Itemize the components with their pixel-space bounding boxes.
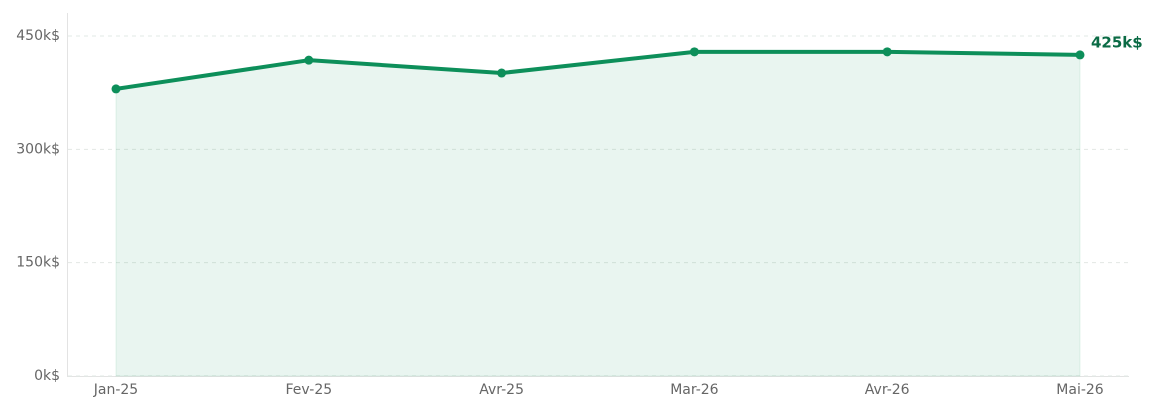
y-tick-label: 300k$: [16, 141, 60, 157]
y-tick-label: 450k$: [16, 28, 60, 44]
point: [497, 68, 507, 78]
y-tick-label: 150k$: [16, 255, 60, 271]
x-tick-label: Avr-26: [865, 382, 910, 398]
point: [882, 47, 892, 57]
point: [689, 47, 699, 57]
line: [115, 49, 1081, 91]
x-tick-label: Avr-25: [479, 382, 524, 398]
y-tick-label: 0k$: [34, 368, 60, 384]
point: [111, 84, 121, 94]
point: [304, 55, 314, 65]
x-tick-label: Jan-25: [93, 382, 138, 398]
value-label: 425k$: [1091, 33, 1143, 51]
area: [115, 51, 1081, 377]
point: [1075, 50, 1085, 60]
x-tick-label: Mar-26: [670, 382, 718, 398]
x-tick-label: Mai-26: [1056, 382, 1104, 398]
x-tick-label: Fev-25: [285, 382, 332, 398]
